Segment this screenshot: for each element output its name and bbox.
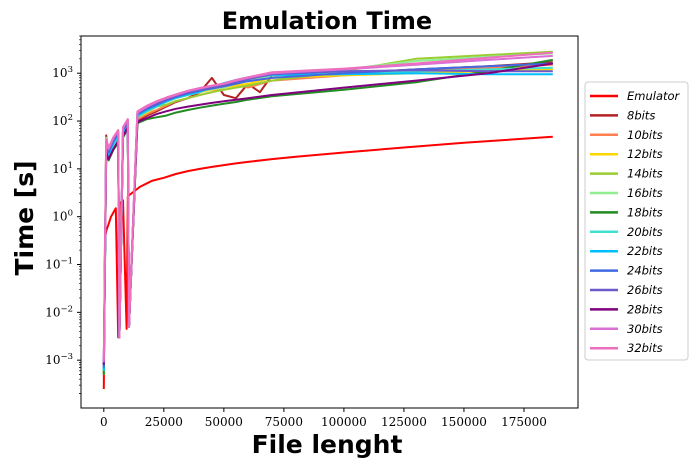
legend-label-14bits: 14bits [627, 167, 663, 181]
plot-frame [80, 35, 579, 409]
legend-label-26bits: 26bits [627, 283, 663, 297]
legend-label-32bits: 32bits [627, 341, 663, 355]
legend-label-22bits: 22bits [627, 244, 663, 258]
legend-label-10bits: 10bits [627, 128, 663, 142]
legend-label-16bits: 16bits [627, 186, 663, 200]
series-line-32bits [102, 51, 553, 361]
legend-label-24bits: 24bits [627, 264, 663, 278]
y-tick-label: 10−1 [45, 257, 73, 272]
legend: Emulator 8bits 10bits 12bits 14bits 16bits 18b… [584, 81, 689, 361]
legend-label-8bits: 8bits [627, 108, 655, 122]
legend-label-28bits: 28bits [627, 302, 663, 316]
x-tick-label: 125000 [381, 415, 427, 429]
legend-label-20bits: 20bits [627, 225, 663, 239]
legend-label-18bits: 18bits [627, 205, 663, 219]
x-tick-label: 75000 [265, 415, 303, 429]
y-tick-label: 101 [52, 161, 73, 176]
axes: 0 25000 50000 75000 100000 125000 150000 175000… [45, 35, 579, 429]
y-tick-label: 103 [52, 65, 73, 80]
x-tick-label: 50000 [205, 415, 243, 429]
x-tick-label: 25000 [145, 415, 183, 429]
x-tick-label: 0 [100, 415, 108, 429]
chart-title: Emulation Time [222, 7, 432, 35]
legend-label-30bits: 30bits [627, 322, 663, 336]
y-tick-label: 100 [52, 209, 73, 224]
x-axis-label: File lenght [252, 430, 403, 459]
plot-area [102, 50, 553, 390]
x-tick-label: 175000 [501, 415, 547, 429]
legend-label-emulator: Emulator [627, 89, 681, 103]
y-axis-label: Time [s] [10, 160, 39, 275]
x-tick-label: 150000 [441, 415, 487, 429]
x-tick-label: 100000 [321, 415, 367, 429]
series-line-emulator [102, 135, 553, 390]
y-tick-label: 10−2 [45, 304, 73, 319]
legend-box [584, 81, 689, 361]
y-tick-label: 102 [52, 113, 73, 128]
legend-label-12bits: 12bits [627, 147, 663, 161]
y-tick-label: 10−3 [45, 352, 73, 367]
series-lines [102, 50, 553, 390]
